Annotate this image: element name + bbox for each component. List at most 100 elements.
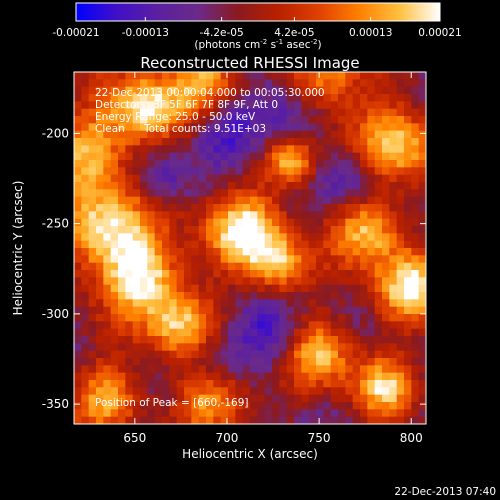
heatmap-cell	[301, 328, 310, 337]
heatmap-cell	[125, 72, 134, 80]
heatmap-cell	[352, 174, 361, 183]
heatmap-cell	[418, 284, 426, 293]
heatmap-cell	[360, 380, 368, 388]
heatmap-cell	[103, 321, 112, 330]
x-tick-label: 650	[123, 431, 146, 445]
heatmap-cell	[206, 94, 214, 102]
heatmap-cell	[206, 277, 214, 286]
heatmap-cell	[235, 306, 244, 315]
heatmap-cell	[169, 387, 178, 396]
heatmap-cell	[169, 182, 178, 190]
heatmap-cell	[242, 86, 251, 95]
heatmap-cell	[220, 292, 229, 300]
heatmap-cell	[103, 409, 112, 418]
heatmap-cell	[162, 226, 170, 234]
heatmap-cell	[103, 394, 112, 403]
heatmap-cell	[316, 174, 324, 183]
heatmap-cell	[110, 284, 119, 293]
heatmap-cell	[352, 284, 361, 293]
heatmap-cell	[96, 343, 104, 352]
heatmap-cell	[110, 299, 119, 308]
heatmap-cell	[301, 299, 310, 308]
heatmap-cell	[396, 233, 405, 242]
heatmap-cell	[286, 314, 295, 322]
heatmap-cell	[352, 328, 361, 337]
heatmap-cell	[250, 211, 258, 220]
heatmap-cell	[198, 86, 207, 95]
heatmap-cell	[184, 299, 192, 308]
heatmap-cell	[198, 270, 207, 278]
heatmap-cell	[360, 130, 368, 139]
heatmap-cell	[235, 189, 244, 198]
heatmap-cell	[250, 321, 258, 330]
colorbar-ticks: -0.00021 -0.00013 -4.2e-05 4.2e-05 0.00013 0.…	[52, 17, 462, 39]
heatmap-cell	[140, 204, 148, 212]
heatmap-cell	[147, 306, 156, 315]
heatmap-cell	[96, 284, 104, 293]
heatmap-cell	[88, 152, 97, 161]
heatmap-cell	[404, 336, 412, 344]
heatmap-cell	[220, 72, 229, 80]
heatmap-cell	[162, 336, 170, 344]
heatmap-cell	[154, 189, 163, 198]
heatmap-cell	[184, 211, 192, 220]
heatmap-cell	[389, 409, 398, 418]
heatmap-cell	[118, 189, 126, 198]
heatmap-cell	[88, 204, 97, 212]
heatmap-cell	[235, 409, 244, 418]
heatmap-cell	[242, 152, 251, 161]
heatmap-cell	[147, 130, 156, 139]
heatmap-cell	[176, 248, 185, 256]
heatmap-cell	[184, 394, 192, 403]
heatmap-cell	[352, 306, 361, 315]
heatmap-cell	[279, 204, 288, 212]
heatmap-cell	[140, 86, 148, 95]
heatmap-cell	[228, 365, 236, 374]
heatmap-cell	[154, 116, 163, 124]
heatmap-cell	[242, 306, 251, 315]
heatmap-cell	[169, 218, 178, 227]
heatmap-cell	[213, 255, 222, 264]
heatmap-cell	[411, 240, 420, 249]
heatmap-cell	[118, 167, 126, 176]
heatmap-cell	[367, 174, 376, 183]
heatmap-cell	[382, 204, 390, 212]
heatmap-cell	[316, 218, 324, 227]
heatmap-cell	[316, 160, 324, 168]
heatmap-cell	[132, 402, 141, 410]
heatmap-cell	[125, 372, 134, 381]
heatmap-cell	[169, 328, 178, 337]
heatmap-cell	[213, 94, 222, 102]
heatmap-cell	[272, 336, 280, 344]
heatmap-cell	[140, 79, 148, 88]
heatmap-cell	[345, 365, 354, 374]
heatmap-cell	[74, 160, 82, 168]
x-tick-label: 700	[216, 431, 239, 445]
heatmap-cell	[389, 130, 398, 139]
heatmap-cell	[154, 218, 163, 227]
heatmap-cell	[235, 218, 244, 227]
heatmap-cell	[118, 145, 126, 154]
heatmap-cell	[374, 152, 383, 161]
heatmap-cell	[330, 86, 339, 95]
heatmap-cell	[411, 226, 420, 234]
heatmap-cell	[286, 299, 295, 308]
heatmap-cell	[272, 240, 280, 249]
heatmap-cell	[154, 152, 163, 161]
colorbar-tick-label: -0.00021	[52, 27, 99, 39]
heatmap-cell	[418, 101, 426, 110]
heatmap-cell	[330, 160, 339, 168]
heatmap-cell	[96, 152, 104, 161]
heatmap-cell	[367, 218, 376, 227]
heatmap-cell	[382, 174, 390, 183]
heatmap-cell	[118, 416, 126, 424]
heatmap-cell	[411, 79, 420, 88]
heatmap-cell	[169, 196, 178, 205]
heatmap-cell	[294, 94, 302, 102]
heatmap-cell	[110, 204, 119, 212]
heatmap-cell	[242, 299, 251, 308]
heatmap-cell	[345, 358, 354, 366]
heatmap-cell	[250, 270, 258, 278]
heatmap-cell	[191, 101, 200, 110]
heatmap-cell	[404, 130, 412, 139]
